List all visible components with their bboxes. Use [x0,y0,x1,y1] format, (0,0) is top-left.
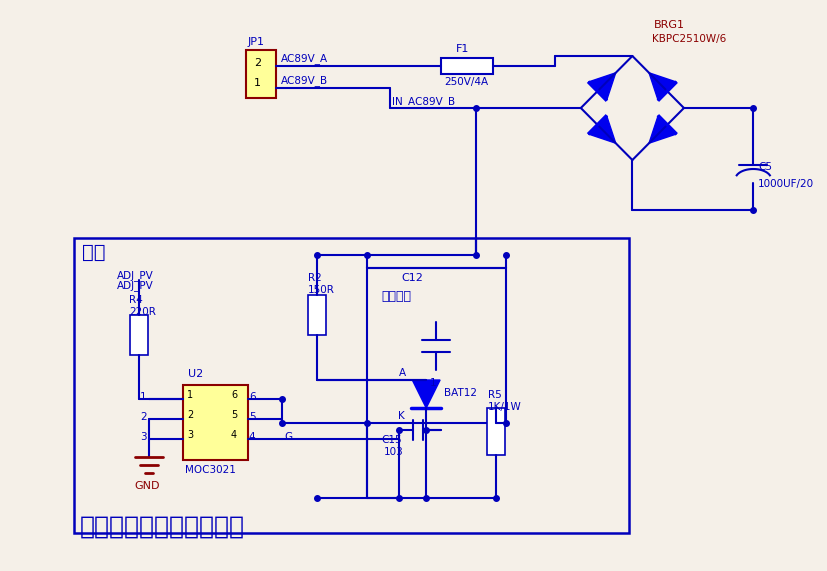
Text: U2: U2 [188,369,203,379]
Text: K: K [398,411,404,421]
Text: 5: 5 [231,410,237,420]
Bar [441,58,492,74]
Text: 2: 2 [187,410,194,420]
Text: F1: F1 [456,44,469,54]
Text: C15: C15 [381,435,402,445]
Polygon shape [412,380,440,408]
Text: 2: 2 [253,58,261,68]
Bar [246,50,275,98]
Text: BAT12: BAT12 [443,388,476,398]
Text: 2: 2 [140,412,146,422]
Text: A: A [398,368,405,378]
Text: 1000UF/20: 1000UF/20 [758,179,814,189]
Text: 4: 4 [231,430,237,440]
Text: 1: 1 [430,378,437,388]
Bar [486,408,504,455]
Text: 6: 6 [231,390,237,400]
Text: 1K/1W: 1K/1W [487,402,521,412]
Text: 6: 6 [248,392,255,402]
Text: C12: C12 [401,273,423,283]
Polygon shape [588,73,615,100]
Text: GND: GND [135,481,160,491]
Text: 1: 1 [253,78,261,88]
Text: ADJ_PV: ADJ_PV [117,270,154,281]
Bar [308,295,326,335]
Text: 1: 1 [140,392,146,402]
Text: MOC3021: MOC3021 [185,465,236,475]
Text: G: G [284,432,292,442]
Text: C5: C5 [758,162,772,172]
Text: AC89V_B: AC89V_B [280,75,327,86]
Text: ADJ_PV: ADJ_PV [117,280,154,291]
Polygon shape [648,115,676,143]
Text: R4: R4 [129,295,142,305]
Text: 5: 5 [248,412,255,422]
Polygon shape [588,115,615,143]
Text: IN_AC89V_B: IN_AC89V_B [391,96,454,107]
Bar [74,238,629,533]
Text: 屏蔽: 屏蔽 [82,243,106,262]
Polygon shape [648,73,676,100]
Text: 可控硅控制交流电压大小: 可控硅控制交流电压大小 [79,515,244,539]
Text: 220R: 220R [129,307,155,317]
Text: R5: R5 [487,390,501,400]
Text: 安规电容: 安规电容 [381,290,411,303]
Bar [366,268,505,423]
Bar [130,315,147,355]
Text: 3: 3 [187,430,194,440]
Text: R2: R2 [308,273,322,283]
Text: 150R: 150R [308,285,335,295]
Text: 250V/4A: 250V/4A [443,77,488,87]
Text: 103: 103 [383,447,403,457]
Text: 4: 4 [248,432,255,442]
Text: KBPC2510W/6: KBPC2510W/6 [652,34,725,44]
Text: 3: 3 [140,432,146,442]
Text: JP1: JP1 [247,37,265,47]
Text: AC89V_A: AC89V_A [280,53,327,64]
Bar [183,385,247,460]
Text: 1: 1 [187,390,194,400]
Text: BRG1: BRG1 [653,20,685,30]
